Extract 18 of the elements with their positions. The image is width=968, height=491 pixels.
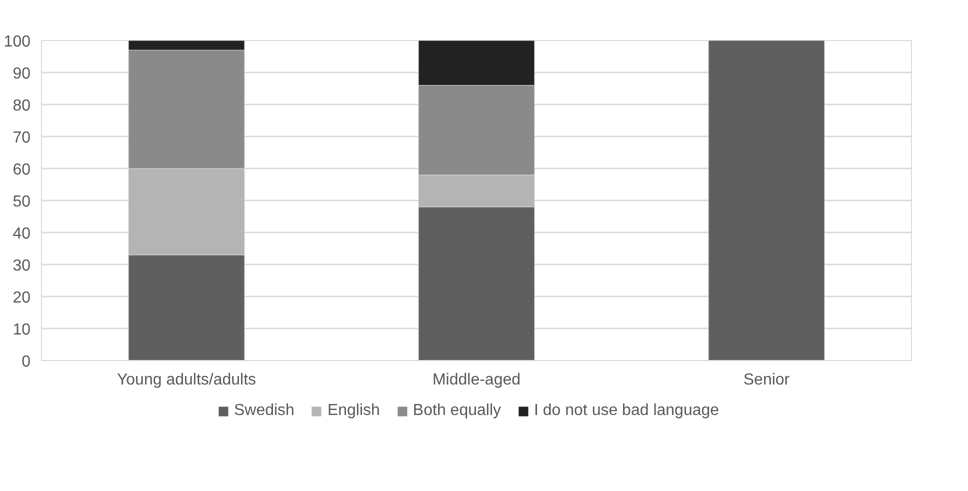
- y-tick-label: 20: [12, 290, 31, 306]
- y-tick-label: 70: [12, 130, 31, 146]
- x-tick-label: Middle-aged: [432, 372, 521, 388]
- y-tick-label: 40: [12, 226, 31, 242]
- y-tick-label: 100: [4, 34, 31, 50]
- y-tick-label: 0: [22, 354, 31, 370]
- y-tick-label: 90: [12, 66, 31, 82]
- y-tick-label: 10: [12, 322, 31, 338]
- legend-label: I do not use bad language: [534, 402, 720, 420]
- legend-label: English: [327, 402, 380, 420]
- y-tick-label: 80: [12, 98, 31, 114]
- legend-label: Both equally: [412, 402, 501, 420]
- y-tick-label: 60: [12, 162, 31, 178]
- y-tick-label: 30: [12, 258, 31, 274]
- legend-label: Swedish: [234, 402, 294, 420]
- x-tick-label: Young adults/adults: [116, 372, 256, 388]
- x-tick-label: Senior: [743, 372, 790, 388]
- y-tick-label: 50: [12, 194, 31, 210]
